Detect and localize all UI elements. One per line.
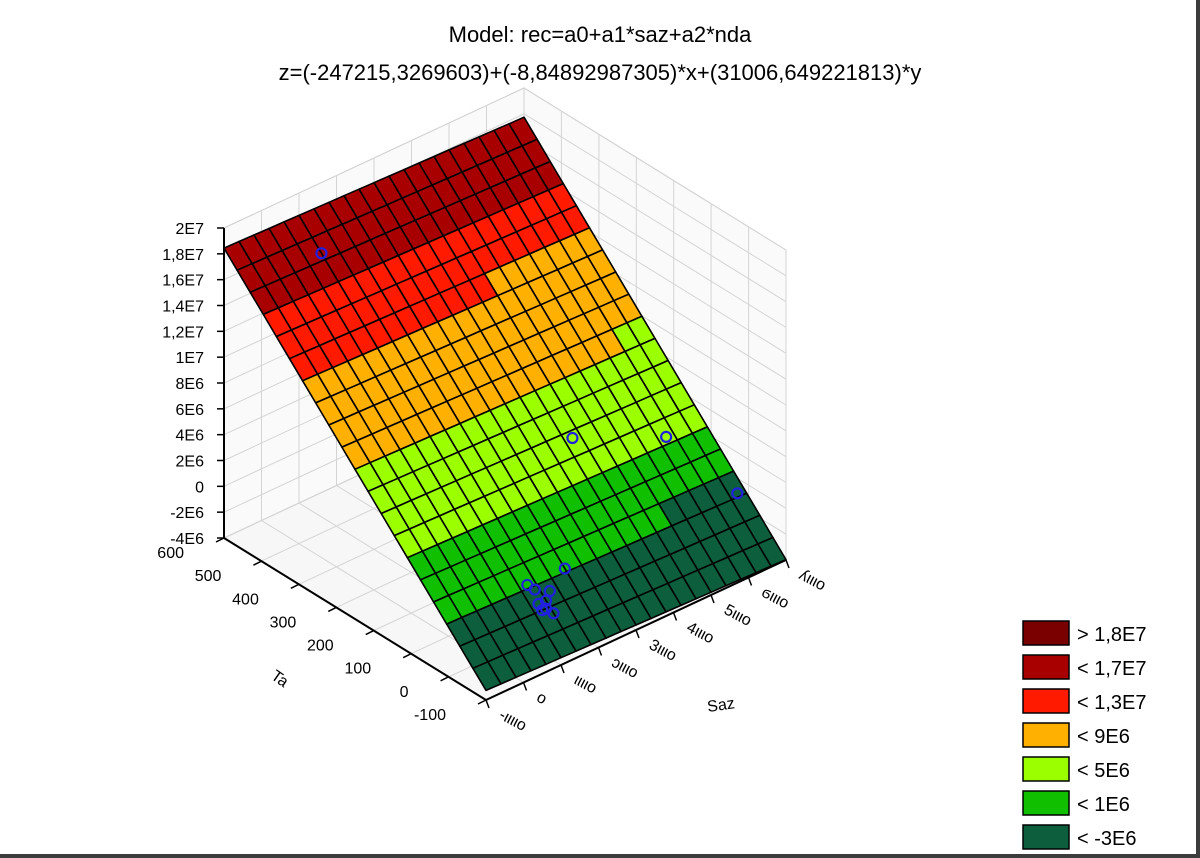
legend-swatch — [1022, 620, 1070, 646]
y-tick-label: 0 — [400, 684, 409, 701]
z-tick-label: 1E7 — [176, 350, 205, 367]
y-tick — [365, 629, 375, 636]
x-tick — [710, 594, 715, 604]
y-tick — [327, 606, 337, 613]
z-tick-label: 8E6 — [176, 376, 205, 393]
legend-swatch — [1022, 790, 1070, 816]
legend-swatch — [1022, 654, 1070, 680]
x-tick-label: ͻιιιο — [609, 654, 641, 682]
legend-label: > 1,8E7 — [1077, 624, 1147, 646]
legend-label: < 9E6 — [1077, 726, 1130, 748]
axes — [215, 227, 790, 709]
z-tick-label: -2E6 — [170, 505, 204, 522]
legend-label: < 1E6 — [1077, 794, 1130, 816]
y-tick-label: 300 — [270, 614, 297, 631]
x-tick — [560, 664, 565, 674]
chart-title: Model: rec=a0+a1*saz+a2*nda — [448, 22, 752, 47]
legend-swatch — [1022, 824, 1070, 850]
z-tick-label: 1,8E7 — [162, 247, 204, 264]
y-tick — [440, 676, 449, 682]
data-point — [566, 431, 579, 445]
x-tick-label: 5ιιιο — [721, 602, 754, 630]
x-tick — [522, 682, 528, 691]
y-axis-title: Ta — [268, 667, 292, 691]
surface — [223, 116, 787, 692]
x-tick — [597, 647, 603, 656]
y-axis-line — [223, 537, 487, 701]
y-tick — [477, 699, 487, 705]
legend-label: < 1,7E7 — [1077, 658, 1147, 680]
x-tick-label: -ιιιιο — [496, 707, 529, 735]
x-tick-label: ο — [534, 689, 550, 708]
legend-label: < -3E6 — [1077, 828, 1136, 850]
z-tick-label: 6E6 — [176, 402, 205, 419]
z-tick-label: 0 — [195, 479, 204, 496]
data-point — [315, 247, 328, 260]
y-tick — [215, 537, 225, 543]
x-tick-label: 4ιιιο — [684, 619, 717, 647]
legend-label: < 1,3E7 — [1077, 692, 1147, 714]
x-tick-label: ϭιιιο — [759, 584, 792, 612]
x-tick — [672, 612, 678, 621]
data-point — [539, 594, 553, 607]
z-tick-label: 1,2E7 — [162, 324, 204, 341]
data-points — [315, 247, 744, 620]
z-tick-label: 2E6 — [176, 454, 205, 471]
y-tick-label: 400 — [232, 591, 259, 608]
x-tick-label: ʎιιιο — [796, 567, 828, 595]
data-point — [528, 583, 541, 596]
z-tick-label: 4E6 — [176, 428, 205, 445]
z-tick-label: 2E7 — [176, 221, 205, 238]
x-tick — [485, 699, 490, 709]
x-gridline — [261, 210, 524, 683]
data-point — [731, 487, 744, 500]
y-tick-label: 200 — [307, 638, 334, 655]
legend-swatch — [1022, 688, 1070, 714]
z-tick-label: 1,6E7 — [162, 273, 204, 290]
data-point — [547, 607, 560, 620]
legend — [1022, 620, 1070, 850]
x-tick-label: ιιιιο — [571, 672, 599, 698]
x-tick — [785, 559, 790, 569]
y-tick-label: 100 — [344, 661, 371, 678]
z-tick-label: 1,4E7 — [162, 299, 204, 316]
x-tick-label: 3ιιιο — [646, 637, 679, 665]
data-point — [660, 430, 673, 444]
y-tick — [253, 560, 262, 566]
z-tick-label: -4E6 — [170, 531, 204, 548]
legend-swatch — [1022, 722, 1070, 748]
data-point — [558, 562, 571, 575]
y-tick-label: 500 — [195, 568, 222, 585]
y-tick — [402, 653, 412, 659]
y-tick — [290, 583, 300, 589]
x-axis-title: Saz — [706, 695, 736, 716]
chart-subtitle: z=(-247215,3269603)+(-8,84892987305)*x+(… — [278, 60, 922, 85]
surface-cell — [472, 660, 502, 692]
x-tick — [635, 629, 640, 639]
y-tick-label: 600 — [157, 545, 184, 562]
legend-label: < 5E6 — [1077, 760, 1130, 782]
legend-swatch — [1022, 756, 1070, 782]
x-tick — [747, 577, 753, 586]
y-tick-label: -100 — [414, 707, 446, 724]
